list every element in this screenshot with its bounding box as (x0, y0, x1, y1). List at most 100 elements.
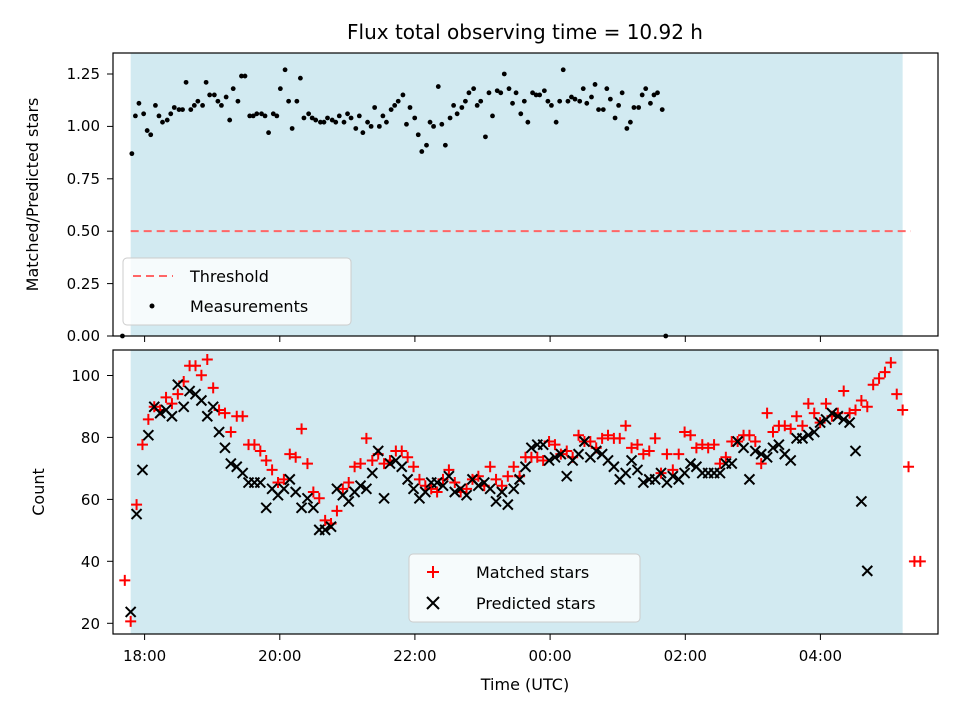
predicted-star-point (572, 448, 585, 460)
top-panel: 0.00 0.25 0.50 0.75 1.00 1.25 Matched/Pr… (23, 52, 939, 345)
matched-star-point (307, 486, 319, 498)
measurement-point (490, 113, 495, 119)
matched-star-point (431, 486, 443, 498)
matched-star-point (838, 385, 850, 397)
matched-star-point (914, 555, 926, 567)
measurement-point (242, 73, 248, 79)
measurement-point (286, 98, 292, 104)
predicted-star-point (508, 483, 520, 495)
matched-star-point (690, 442, 702, 454)
matched-star-point (584, 436, 596, 448)
predicted-star-point (726, 457, 738, 470)
measurement-point (207, 92, 213, 98)
measurement-point (136, 100, 142, 106)
bottom-legend-box (408, 553, 641, 623)
measurement-point (451, 103, 457, 108)
measurement-point (533, 92, 539, 98)
measurement-point (577, 98, 583, 104)
bottom-xtick-label: 04:00 (799, 647, 842, 665)
measurement-point (518, 111, 524, 117)
matched-star-point (667, 464, 679, 476)
matched-star-point (490, 473, 502, 485)
measurement-point (501, 71, 507, 77)
predicted-star-point (396, 461, 408, 473)
measurement-point (309, 115, 315, 121)
matched-star-point (313, 492, 325, 504)
matched-star-point (867, 379, 879, 391)
measurement-point (584, 100, 590, 106)
bottom-xtick-label: 00:00 (528, 647, 571, 665)
bottom-ytick-label: 100 (71, 367, 100, 385)
bottom-axes-frame (112, 349, 939, 635)
measurement-point (541, 88, 547, 94)
matched-star-point (844, 407, 856, 419)
matched-star-point (195, 369, 207, 381)
predicted-star-point (684, 457, 697, 470)
matched-star-point (620, 420, 632, 432)
predicted-star-point (419, 486, 432, 498)
measurement-point (525, 119, 531, 125)
measurement-point (329, 117, 335, 123)
matched-star-point (631, 439, 643, 451)
matched-star-point (796, 420, 808, 432)
predicted-star-point (755, 448, 767, 460)
measurement-point (191, 103, 197, 108)
matched-star-point (355, 458, 366, 470)
top-y-ticks: 0.00 0.25 0.50 0.75 1.00 1.25 (67, 65, 113, 345)
measurement-point (235, 98, 241, 104)
predicted-star-point (401, 473, 414, 486)
matched-star-point (820, 398, 832, 410)
matched-star-point (172, 388, 184, 400)
matched-star-point (873, 372, 885, 384)
measurement-point (259, 111, 264, 117)
predicted-star-point (561, 470, 573, 482)
measurement-point (627, 119, 633, 125)
matched-star-point (349, 461, 361, 473)
predicted-star-point (207, 401, 219, 413)
predicted-star-point (749, 445, 762, 457)
measurement-point (506, 86, 512, 92)
matched-star-point (119, 574, 131, 586)
measurement-point (341, 119, 347, 125)
measurement-point (353, 126, 359, 131)
predicted-star-point (667, 470, 679, 482)
measurement-point (419, 149, 425, 154)
measurement-point (274, 113, 280, 119)
predicted-star-point (178, 401, 190, 413)
predicted-star-point (502, 498, 514, 511)
measurement-point (132, 113, 138, 119)
measurement-point (442, 142, 448, 148)
bottom-ytick-label: 60 (81, 491, 100, 509)
predicted-star-point (437, 479, 449, 492)
measurement-point (306, 111, 312, 117)
measurement-point (494, 88, 500, 94)
measurement-point (180, 107, 185, 112)
measurement-point (395, 98, 401, 104)
top-axes-frame (112, 52, 939, 337)
matched-star-point (396, 445, 408, 457)
measurement-point (415, 132, 421, 138)
predicted-star-point (484, 483, 496, 495)
measurement-point (250, 113, 256, 119)
matched-star-point (284, 448, 296, 460)
top-ytick-label: 0.00 (67, 327, 100, 345)
matched-star-point (897, 404, 909, 416)
matched-star-point (537, 454, 549, 466)
matched-star-point (508, 461, 520, 473)
measurement-point (289, 126, 295, 131)
measurement-point (404, 121, 409, 127)
matched-star-point (248, 439, 260, 451)
matched-star-point (531, 451, 543, 463)
measurement-point (360, 130, 366, 136)
predicted-star-point (225, 457, 237, 470)
matched-star-point (219, 407, 231, 419)
measurement-point (655, 90, 660, 96)
measurement-point (471, 86, 477, 92)
predicted-star-point (130, 508, 143, 520)
matched-star-point (142, 413, 154, 425)
predicted-star-point (172, 379, 184, 391)
predicted-star-point (142, 429, 155, 441)
measurement-point (412, 115, 418, 121)
measurement-point (365, 119, 370, 125)
measurement-point (380, 113, 386, 119)
